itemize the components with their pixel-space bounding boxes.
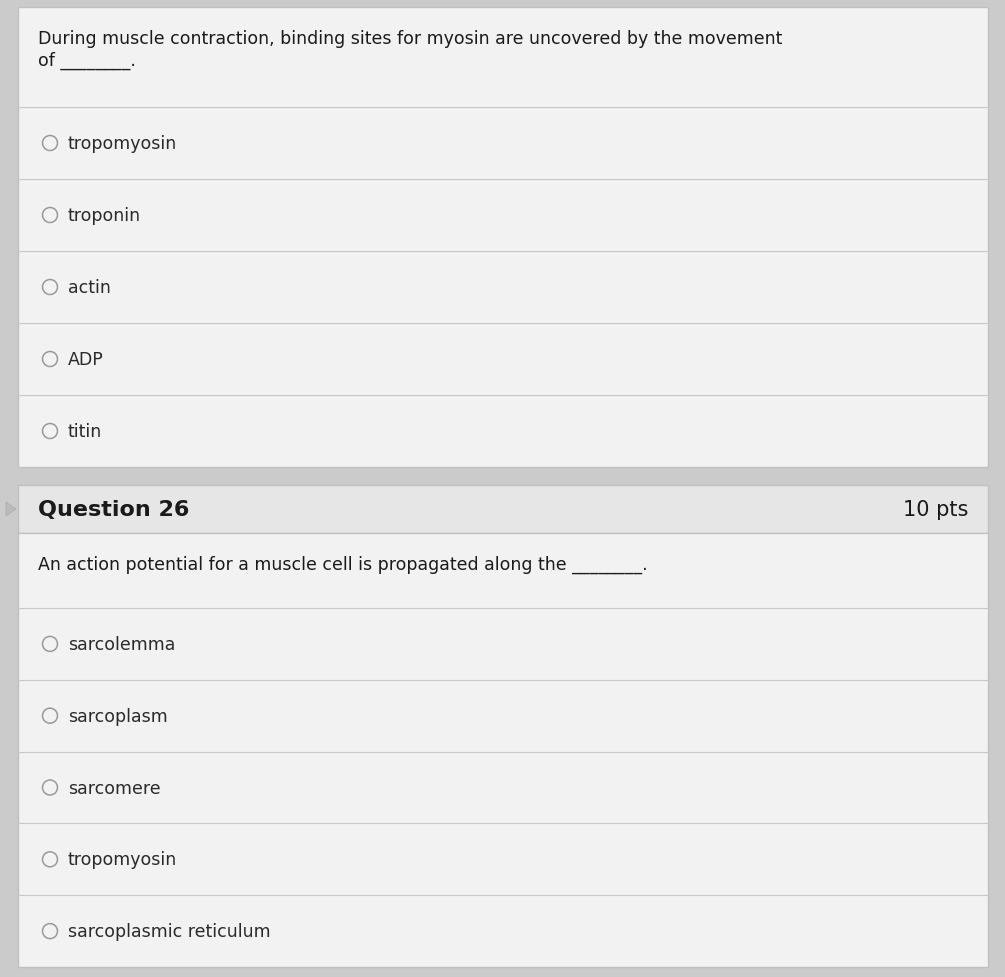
FancyBboxPatch shape — [18, 533, 988, 967]
Text: Question 26: Question 26 — [38, 499, 189, 520]
Circle shape — [42, 352, 57, 367]
Text: tropomyosin: tropomyosin — [68, 850, 177, 869]
Text: During muscle contraction, binding sites for myosin are uncovered by the movemen: During muscle contraction, binding sites… — [38, 30, 782, 48]
Circle shape — [42, 852, 57, 867]
Text: sarcoplasm: sarcoplasm — [68, 707, 168, 725]
Text: sarcolemma: sarcolemma — [68, 635, 176, 654]
Text: actin: actin — [68, 278, 111, 297]
Circle shape — [42, 137, 57, 151]
Text: sarcomere: sarcomere — [68, 779, 161, 796]
Circle shape — [42, 637, 57, 652]
Text: of ________.: of ________. — [38, 52, 136, 70]
Circle shape — [42, 923, 57, 939]
Circle shape — [42, 208, 57, 224]
Text: ADP: ADP — [68, 351, 104, 368]
Text: sarcoplasmic reticulum: sarcoplasmic reticulum — [68, 922, 270, 940]
Circle shape — [42, 280, 57, 295]
Text: 10 pts: 10 pts — [902, 499, 968, 520]
FancyBboxPatch shape — [18, 486, 988, 533]
Circle shape — [42, 781, 57, 795]
Circle shape — [42, 424, 57, 439]
Text: tropomyosin: tropomyosin — [68, 135, 177, 152]
Polygon shape — [6, 502, 16, 517]
Circle shape — [42, 708, 57, 723]
Text: titin: titin — [68, 423, 103, 441]
FancyBboxPatch shape — [18, 8, 988, 468]
Text: troponin: troponin — [68, 207, 141, 225]
Text: An action potential for a muscle cell is propagated along the ________.: An action potential for a muscle cell is… — [38, 556, 647, 573]
